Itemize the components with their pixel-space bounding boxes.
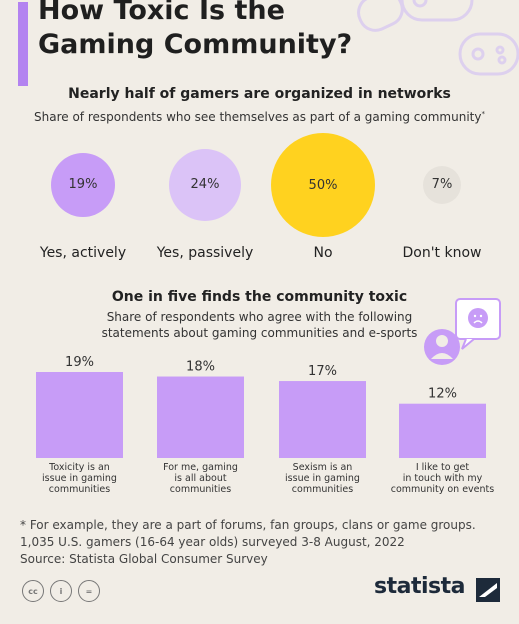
bubble: 7% [422,165,462,205]
bubble-value-label: 7% [431,177,453,193]
bar-value-label: 19% [65,355,94,370]
no-derivatives-icon[interactable]: = [78,580,100,602]
section2-subtitle-line-1: Share of respondents who agree with the … [106,310,413,324]
bar-value-label: 12% [428,387,457,402]
title-line-1: How Toxic Is the [38,0,285,26]
speech-bubble-sad-face-icon [424,298,501,365]
bar-category-label: communities [170,484,231,495]
source-note: Source: Statista Global Consumer Survey [20,552,268,566]
bubble-category-label: Yes, passively [156,245,254,261]
creative-commons-icon[interactable]: cc [22,580,44,602]
attribution-icon[interactable]: i [50,580,72,602]
bar-category-label: I like to get [416,462,470,473]
survey-note: 1,035 U.S. gamers (16-64 year olds) surv… [20,535,405,549]
page-title: How Toxic Is the Gaming Community? [38,0,378,62]
bubble: 50% [271,133,375,237]
title-line-2: Gaming Community? [38,29,353,60]
bar-value-label: 18% [186,360,215,375]
gamepad-icon [357,0,519,76]
bar-value-label: 17% [308,364,337,379]
bar-category-label: communities [292,484,353,495]
bubble: 24% [168,148,242,222]
title-accent-bar [18,2,28,86]
bubble-category-label: Yes, actively [39,245,127,261]
bar [399,403,486,458]
bubble-value-label: 50% [308,177,338,193]
bubble-category-label: No [313,245,333,261]
footnote: * For example, they are a part of forums… [20,518,476,532]
bar-category-label: Sexism is an [293,462,353,473]
bar-category-label: in touch with my [403,473,483,484]
statista-logo-icon [476,578,500,602]
section1-subtitle: Share of respondents who see themselves … [0,106,519,125]
statista-logo[interactable]: statista [374,574,465,599]
bubble-value-label: 19% [68,177,98,193]
bar-category-label: For me, gaming [163,462,238,473]
bar-category-label: Toxicity is an [48,462,110,473]
bar [36,372,123,458]
bar-category-label: community on events [391,484,495,495]
bar [157,376,244,458]
bar [279,381,366,458]
footnote-mark: * [481,110,485,118]
bar-category-label: issue in gaming [285,473,360,484]
bar-category-label: is all about [174,473,226,484]
bubble-value-label: 24% [190,177,220,193]
section1-heading: Nearly half of gamers are organized in n… [68,86,451,102]
bar-category-label: issue in gaming [42,473,117,484]
section2-heading: One in five finds the community toxic [111,289,408,305]
bar-category-label: communities [49,484,110,495]
section2-subtitle: Share of respondents who agree with the … [0,309,519,341]
bubble-category-label: Don't know [402,245,482,261]
section2-subtitle-line-2: statements about gaming communities and … [101,326,418,340]
section1-subtitle-text: Share of respondents who see themselves … [34,110,482,124]
bubble: 19% [50,152,116,218]
